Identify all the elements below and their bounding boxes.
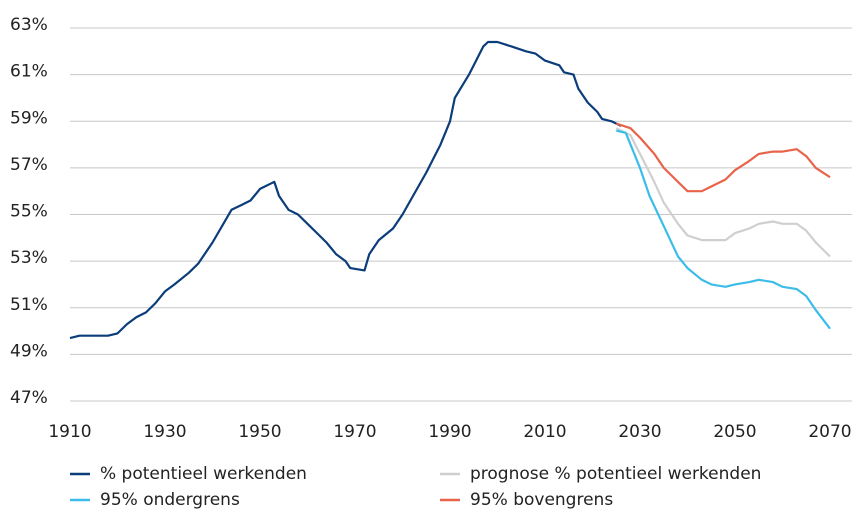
x-tick-label: 2010: [523, 422, 566, 442]
x-tick-label: 2070: [808, 422, 851, 442]
x-tick-label: 1950: [238, 422, 281, 442]
y-tick-label: 49%: [10, 341, 48, 361]
y-tick-label: 61%: [10, 62, 48, 82]
series-line: [615, 127, 831, 258]
y-tick-label: 53%: [10, 248, 48, 268]
legend: % potentieel werkenden prognose % potenti…: [70, 464, 761, 510]
legend-label: 95% ondergrens: [100, 490, 240, 510]
y-tick-label: 57%: [10, 155, 48, 175]
series-line: [69, 40, 622, 340]
series-line: [615, 122, 831, 193]
x-tick-label: 1970: [333, 422, 376, 442]
x-tick-label: 1910: [48, 422, 91, 442]
x-tick-label: 2050: [713, 422, 756, 442]
x-tick-label: 1990: [428, 422, 471, 442]
y-tick-label: 47%: [10, 388, 48, 408]
y-tick-label: 51%: [10, 295, 48, 315]
y-tick-label: 55%: [10, 202, 48, 222]
series-line: [616, 129, 831, 330]
legend-label: prognose % potentieel werkenden: [470, 464, 761, 484]
x-tick-label: 2030: [618, 422, 661, 442]
y-tick-label: 63%: [10, 15, 48, 35]
legend-label: 95% bovengrens: [470, 490, 613, 510]
legend-label: % potentieel werkenden: [100, 464, 307, 484]
x-tick-label: 1930: [143, 422, 186, 442]
y-tick-label: 59%: [10, 108, 48, 128]
